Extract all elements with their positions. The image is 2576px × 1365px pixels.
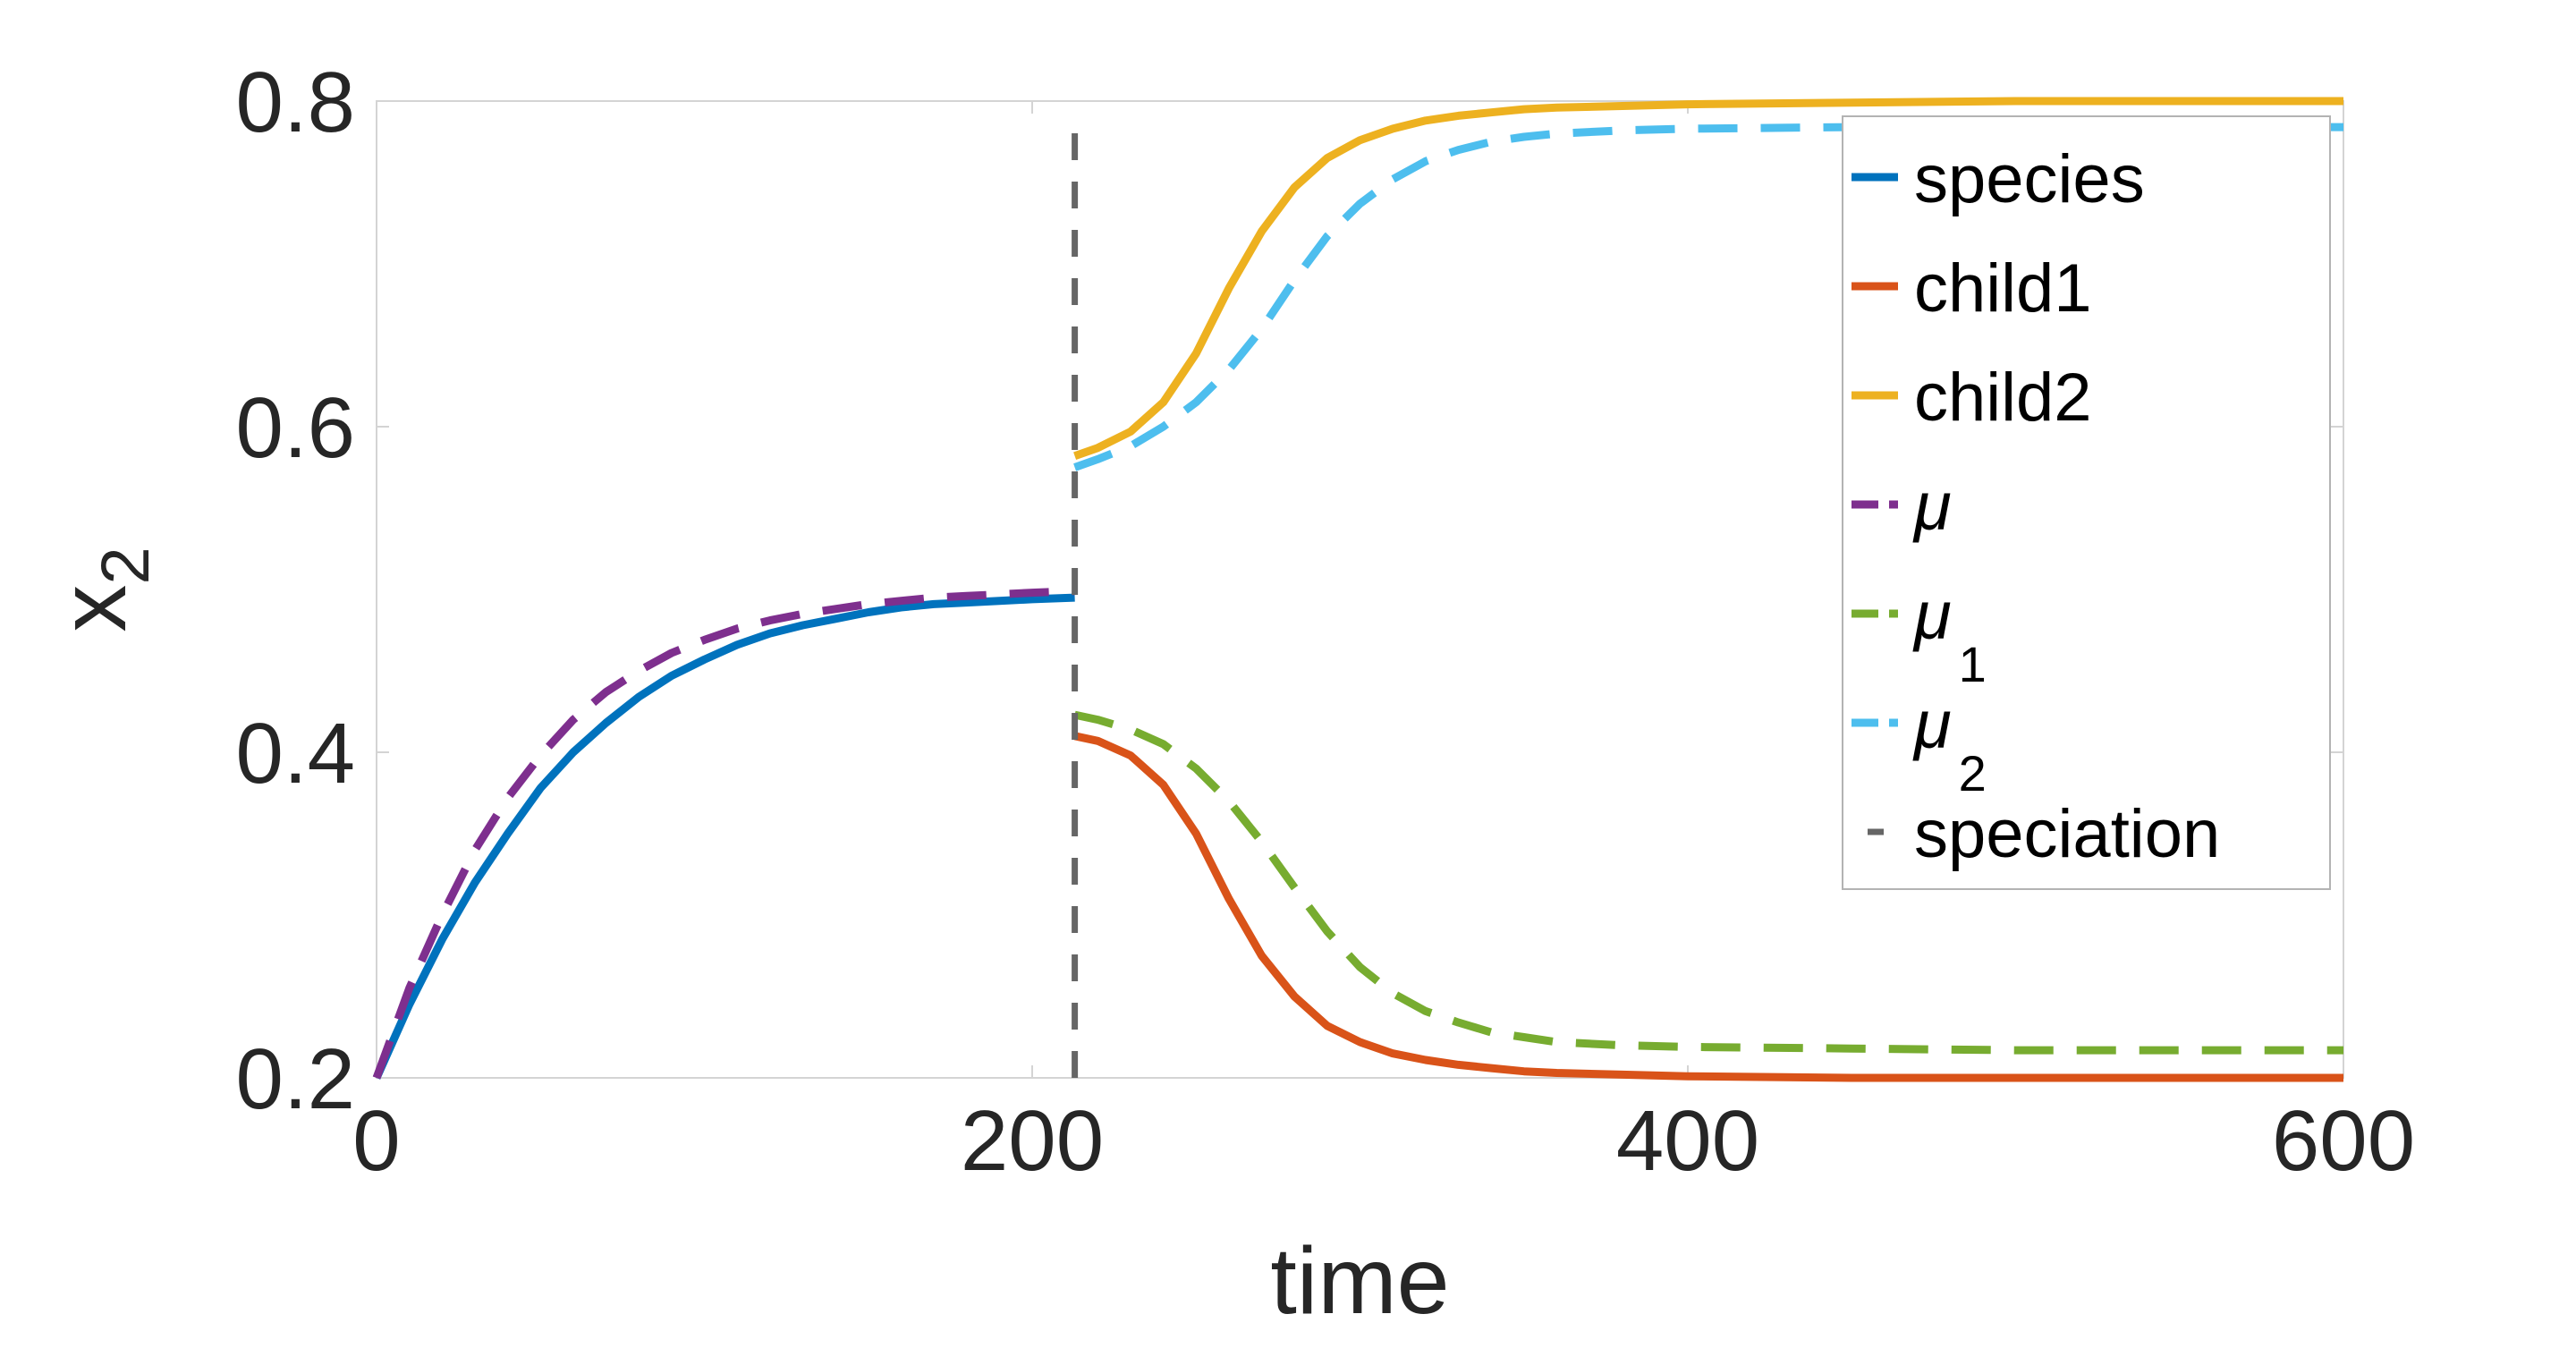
plot-frame [376, 100, 2344, 1079]
legend-label-child1: child1 [1914, 250, 2092, 326]
legend-label-speciation: speciation [1914, 796, 2220, 872]
tick-labels: 0 200 400 600 0.2 0.4 0.6 0.8 [236, 55, 2416, 1189]
legend-label-text: μ [1912, 469, 1952, 545]
x-tick-label: 600 [2272, 1093, 2415, 1189]
y-axis-label-base: x [40, 585, 146, 632]
x-axis-label: time [1270, 1228, 1449, 1334]
legend-label-text: species [1914, 141, 2145, 217]
legend-label-mu: μ [1912, 469, 1952, 545]
series-child1 [1073, 732, 2343, 1082]
legend-label-subscript: 2 [1959, 745, 1987, 801]
series-species [372, 593, 1075, 1080]
y-axis-label-subscript: 2 [88, 547, 164, 584]
legend-label-text: μ [1912, 687, 1952, 763]
y-tick-label: 0.6 [236, 380, 355, 476]
legend-box [1842, 115, 2331, 890]
y-tick-label: 0.8 [236, 55, 355, 150]
x-tick-label: 0 [352, 1093, 400, 1189]
y-axis-label: x2 [40, 547, 164, 632]
legend-label-text: child2 [1914, 360, 2092, 436]
legend-label-subscript: 1 [1959, 636, 1987, 692]
legend-label-child2: child2 [1914, 360, 2092, 436]
legend-label-text: μ [1912, 578, 1952, 654]
y-tick-label: 0.4 [236, 706, 355, 801]
series-layer [372, 97, 2343, 1082]
y-tick-label: 0.2 [236, 1031, 355, 1127]
series-child2 [1073, 97, 2343, 461]
legend-label-text: child1 [1914, 250, 2092, 326]
legend-label-mu2: μ2 [1912, 687, 1987, 801]
legend-label-species: species [1914, 141, 2145, 217]
x-tick-label: 400 [1616, 1093, 1759, 1189]
series-mu1 [1073, 710, 2343, 1055]
series-mu2 [1073, 123, 2343, 471]
legend-label-mu1: μ1 [1912, 578, 1987, 692]
x-tick-label: 200 [961, 1093, 1104, 1189]
series-mu [372, 587, 1075, 1080]
legend-label-text: speciation [1914, 796, 2220, 872]
